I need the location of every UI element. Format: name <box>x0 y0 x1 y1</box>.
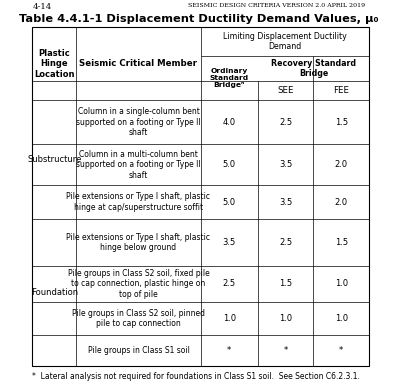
Text: 1.5: 1.5 <box>335 238 348 247</box>
Text: FEE: FEE <box>333 86 349 95</box>
Text: 2.5: 2.5 <box>279 118 292 127</box>
Text: Pile groups in Class S2 soil, fixed pile
to cap connection, plastic hinge on
top: Pile groups in Class S2 soil, fixed pile… <box>68 269 209 299</box>
Text: Column in a single-column bent
supported on a footing or Type II
shaft: Column in a single-column bent supported… <box>76 108 201 137</box>
Text: Recovery Standard
Bridge: Recovery Standard Bridge <box>271 59 356 78</box>
Text: Pile groups in Class S1 soil: Pile groups in Class S1 soil <box>88 346 189 355</box>
Text: 5.0: 5.0 <box>223 198 236 207</box>
Text: Pile groups in Class S2 soil, pinned
pile to cap connection: Pile groups in Class S2 soil, pinned pil… <box>72 309 205 328</box>
Text: 1.0: 1.0 <box>335 279 348 288</box>
Text: 2.0: 2.0 <box>335 198 348 207</box>
Text: 2.5: 2.5 <box>223 279 236 288</box>
Text: 4.0: 4.0 <box>223 118 236 127</box>
Text: *: * <box>227 346 231 355</box>
Text: 3.5: 3.5 <box>279 160 292 169</box>
Text: Limiting Displacement Ductility
Demand: Limiting Displacement Ductility Demand <box>223 32 347 51</box>
Text: 1.0: 1.0 <box>335 314 348 323</box>
Text: Pile extensions or Type I shaft, plastic
hinge below ground: Pile extensions or Type I shaft, plastic… <box>66 233 211 252</box>
Text: Substructure: Substructure <box>27 155 82 164</box>
Text: Seismic Critical Member: Seismic Critical Member <box>80 59 197 68</box>
Text: SEISMIC DESIGN CRITERIA VERSION 2.0 APRIL 2019: SEISMIC DESIGN CRITERIA VERSION 2.0 APRI… <box>188 3 365 8</box>
Text: Foundation: Foundation <box>31 288 78 297</box>
Text: SEE: SEE <box>277 86 294 95</box>
Text: 3.5: 3.5 <box>222 238 236 247</box>
Text: 3.5: 3.5 <box>279 198 292 207</box>
Text: 5.0: 5.0 <box>223 160 236 169</box>
Text: 1.0: 1.0 <box>223 314 236 323</box>
Text: Column in a multi-column bent
supported on a footing or Type II
shaft: Column in a multi-column bent supported … <box>76 150 201 180</box>
Text: Ordinary
Standard
Bridgeⁿ: Ordinary Standard Bridgeⁿ <box>210 68 249 88</box>
Text: 1.5: 1.5 <box>335 118 348 127</box>
Text: Plastic
Hinge
Location: Plastic Hinge Location <box>34 49 74 79</box>
Text: *  Lateral analysis not required for foundations in Class S1 soil.  See Section : * Lateral analysis not required for foun… <box>33 372 360 380</box>
Text: 2.0: 2.0 <box>335 160 348 169</box>
Text: 1.5: 1.5 <box>279 279 292 288</box>
Text: 1.0: 1.0 <box>279 314 292 323</box>
Text: Pile extensions or Type I shaft, plastic
hinge at cap/superstructure soffit: Pile extensions or Type I shaft, plastic… <box>66 192 211 212</box>
Text: *: * <box>283 346 288 355</box>
Text: Table 4.4.1-1 Displacement Ductility Demand Values, μ₀: Table 4.4.1-1 Displacement Ductility Dem… <box>19 14 379 24</box>
Text: 2.5: 2.5 <box>279 238 292 247</box>
Text: *: * <box>339 346 343 355</box>
Text: 4-14: 4-14 <box>33 3 52 11</box>
